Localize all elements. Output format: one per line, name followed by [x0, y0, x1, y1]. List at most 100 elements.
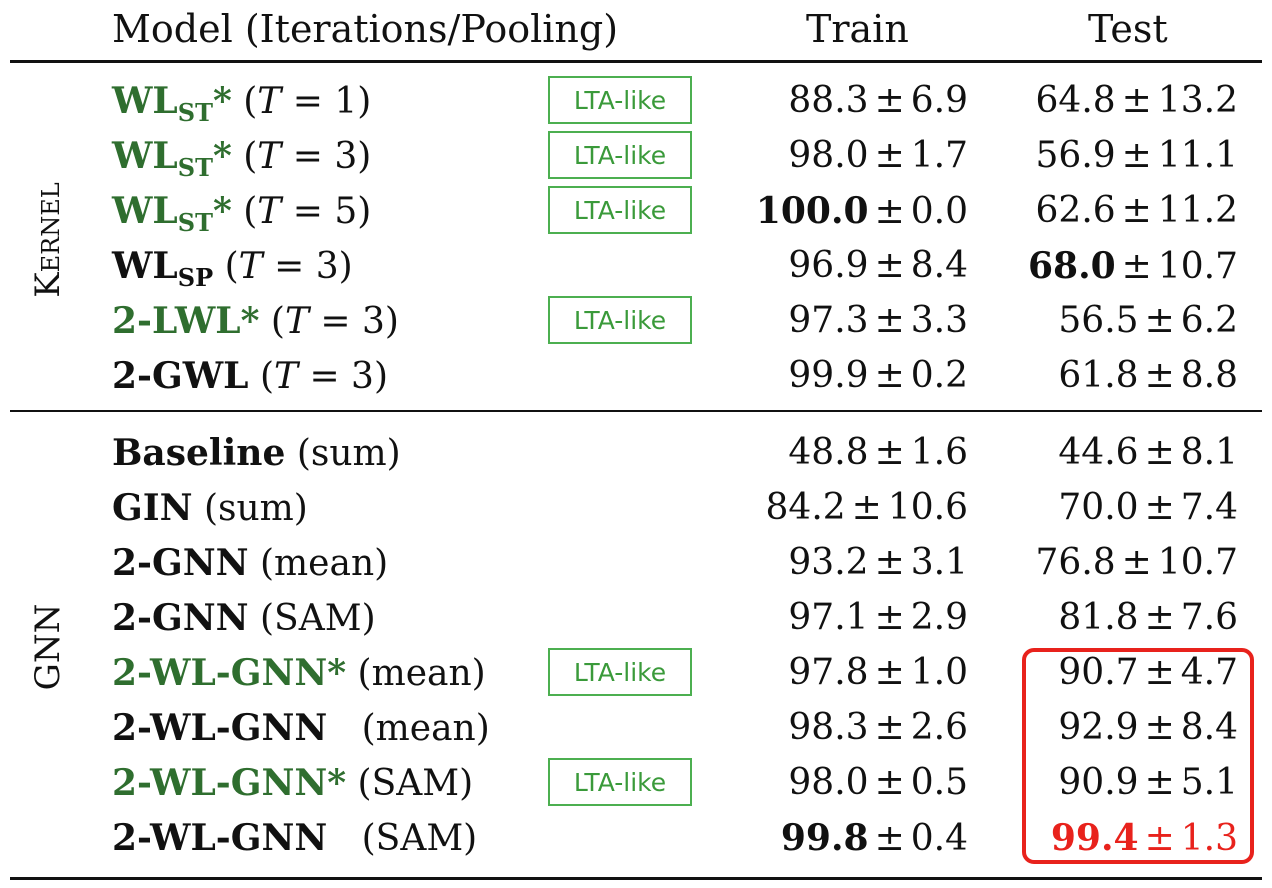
- model-subscript: ST: [177, 153, 213, 182]
- model-params: (mean): [260, 543, 389, 584]
- train-mean: 84.2: [765, 487, 846, 528]
- model-params: (T = 5): [243, 191, 372, 232]
- plus-minus: ±: [1121, 246, 1152, 287]
- plus-minus: ±: [874, 80, 905, 121]
- train-mean: 48.8: [788, 432, 869, 473]
- model-star: *: [327, 762, 347, 804]
- model-params: (sum): [203, 488, 308, 529]
- test-accuracy: 44.6 ±8.1: [1058, 428, 1238, 478]
- train-mean: 97.3: [788, 300, 869, 341]
- plus-minus: ±: [1121, 542, 1152, 583]
- bottom-rule: [10, 877, 1262, 880]
- plus-minus: ±: [874, 300, 905, 341]
- test-mean: 56.9: [1035, 135, 1116, 176]
- model-name-cell: 2-WL-GNN* (mean): [112, 648, 486, 699]
- model-name-cell: GIN (sum): [112, 483, 308, 534]
- test-accuracy: 92.9 ±8.4: [1058, 703, 1238, 753]
- model-params: (mean): [361, 708, 490, 749]
- test-mean: 90.9: [1058, 762, 1139, 803]
- test-sd: 8.8: [1180, 355, 1238, 396]
- plus-minus: ±: [1144, 762, 1175, 803]
- kernel-table-row: 2-LWL* (T = 3) LTA-like 97.3 ±3.3 56.5 ±6.2: [0, 296, 1272, 346]
- train-sd: 0.4: [910, 818, 968, 859]
- model-name: 2-LWL: [112, 300, 241, 342]
- lta-like-badge: LTA-like: [548, 758, 692, 806]
- model-name: 2-GWL: [112, 355, 249, 397]
- plus-minus: ±: [1144, 597, 1175, 638]
- test-mean: 44.6: [1058, 432, 1139, 473]
- train-sd: 0.0: [910, 191, 968, 232]
- gnn-table-row: 2-WL-GNN* (mean) LTA-like 97.8 ±1.0 90.7 ±4.7: [0, 648, 1272, 698]
- plus-minus: ±: [874, 597, 905, 638]
- plus-minus: ±: [874, 355, 905, 396]
- test-accuracy: 56.5 ±6.2: [1058, 296, 1238, 346]
- plus-minus: ±: [1144, 300, 1175, 341]
- train-sd: 3.3: [910, 300, 968, 341]
- train-accuracy: 99.9 ±0.2: [788, 351, 968, 401]
- test-sd: 10.7: [1157, 542, 1238, 583]
- model-name-cell: 2-GWL (T = 3): [112, 351, 388, 402]
- train-accuracy: 97.1 ±2.9: [788, 593, 968, 643]
- highlight-box: [1022, 648, 1254, 864]
- test-sd: 11.2: [1157, 190, 1238, 231]
- model-name: 2-WL-GNN: [112, 817, 328, 859]
- train-mean: 96.9: [788, 245, 869, 286]
- gnn-table-row: 2-WL-GNN (SAM) 99.8 ±0.4 99.4 ±1.3: [0, 813, 1272, 863]
- kernel-table-row: WLST* (T = 3) LTA-like 98.0 ±1.7 56.9 ±11.1: [0, 131, 1272, 182]
- test-accuracy: 99.4 ±1.3: [1051, 813, 1238, 864]
- test-accuracy: 81.8 ±7.6: [1058, 593, 1238, 643]
- train-mean: 88.3: [788, 80, 869, 121]
- lta-like-badge: LTA-like: [548, 186, 692, 234]
- train-mean: 99.9: [788, 355, 869, 396]
- train-mean: 98.0: [788, 135, 869, 176]
- test-mean: 68.0: [1027, 245, 1116, 287]
- model-params: (T = 3): [243, 136, 372, 177]
- test-accuracy: 90.7 ±4.7: [1058, 648, 1238, 698]
- plus-minus: ±: [1144, 707, 1175, 748]
- test-accuracy: 61.8 ±8.8: [1058, 351, 1238, 401]
- header-test: Test: [1088, 7, 1168, 51]
- plus-minus: ±: [874, 191, 905, 232]
- kernel-table-row: WLST* (T = 5) LTA-like 100.0 ±0.0 62.6 ±11.2: [0, 186, 1272, 237]
- model-params: (T = 3): [259, 356, 388, 397]
- test-sd: 4.7: [1180, 652, 1238, 693]
- test-sd: 13.2: [1157, 80, 1238, 121]
- train-sd: 0.5: [910, 762, 968, 803]
- plus-minus: ±: [874, 652, 905, 693]
- test-mean: 61.8: [1058, 355, 1139, 396]
- model-star: *: [327, 652, 347, 694]
- model-star: *: [212, 190, 232, 232]
- test-sd: 1.3: [1180, 818, 1238, 859]
- gnn-table-row: 2-WL-GNN* (SAM) LTA-like 98.0 ±0.5 90.9 ±5.1: [0, 758, 1272, 808]
- plus-minus: ±: [874, 707, 905, 748]
- model-name-cell: 2-GNN (SAM): [112, 593, 376, 644]
- kernel-table-row: WLST* (T = 1) LTA-like 88.3 ±6.9 64.8 ±13.2: [0, 76, 1272, 127]
- model-name: WL: [112, 245, 178, 287]
- plus-minus: ±: [1121, 80, 1152, 121]
- test-sd: 8.1: [1180, 432, 1238, 473]
- test-mean: 70.0: [1058, 487, 1139, 528]
- model-params: (SAM): [260, 598, 376, 639]
- train-sd: 1.6: [910, 432, 968, 473]
- model-name-cell: 2-GNN (mean): [112, 538, 388, 589]
- train-sd: 6.9: [910, 80, 968, 121]
- model-name-cell: WLST* (T = 1): [112, 76, 371, 130]
- lta-like-badge: LTA-like: [548, 131, 692, 179]
- model-name-cell: 2-LWL* (T = 3): [112, 296, 399, 347]
- test-sd: 11.1: [1157, 135, 1238, 176]
- plus-minus: ±: [874, 542, 905, 583]
- train-sd: 2.6: [910, 707, 968, 748]
- gnn-table-row: 2-WL-GNN (mean) 98.3 ±2.6 92.9 ±8.4: [0, 703, 1272, 753]
- model-params: (T = 1): [243, 81, 372, 122]
- train-mean: 98.0: [788, 762, 869, 803]
- train-accuracy: 98.0 ±1.7: [788, 131, 968, 181]
- train-sd: 0.2: [910, 355, 968, 396]
- test-accuracy: 64.8 ±13.2: [1036, 76, 1238, 126]
- test-mean: 90.7: [1058, 652, 1139, 693]
- model-subscript: ST: [177, 208, 213, 237]
- test-sd: 7.4: [1180, 487, 1238, 528]
- plus-minus: ±: [851, 487, 882, 528]
- model-name: WL: [112, 190, 178, 232]
- train-sd: 1.0: [910, 652, 968, 693]
- model-name-cell: WLST* (T = 5): [112, 186, 371, 240]
